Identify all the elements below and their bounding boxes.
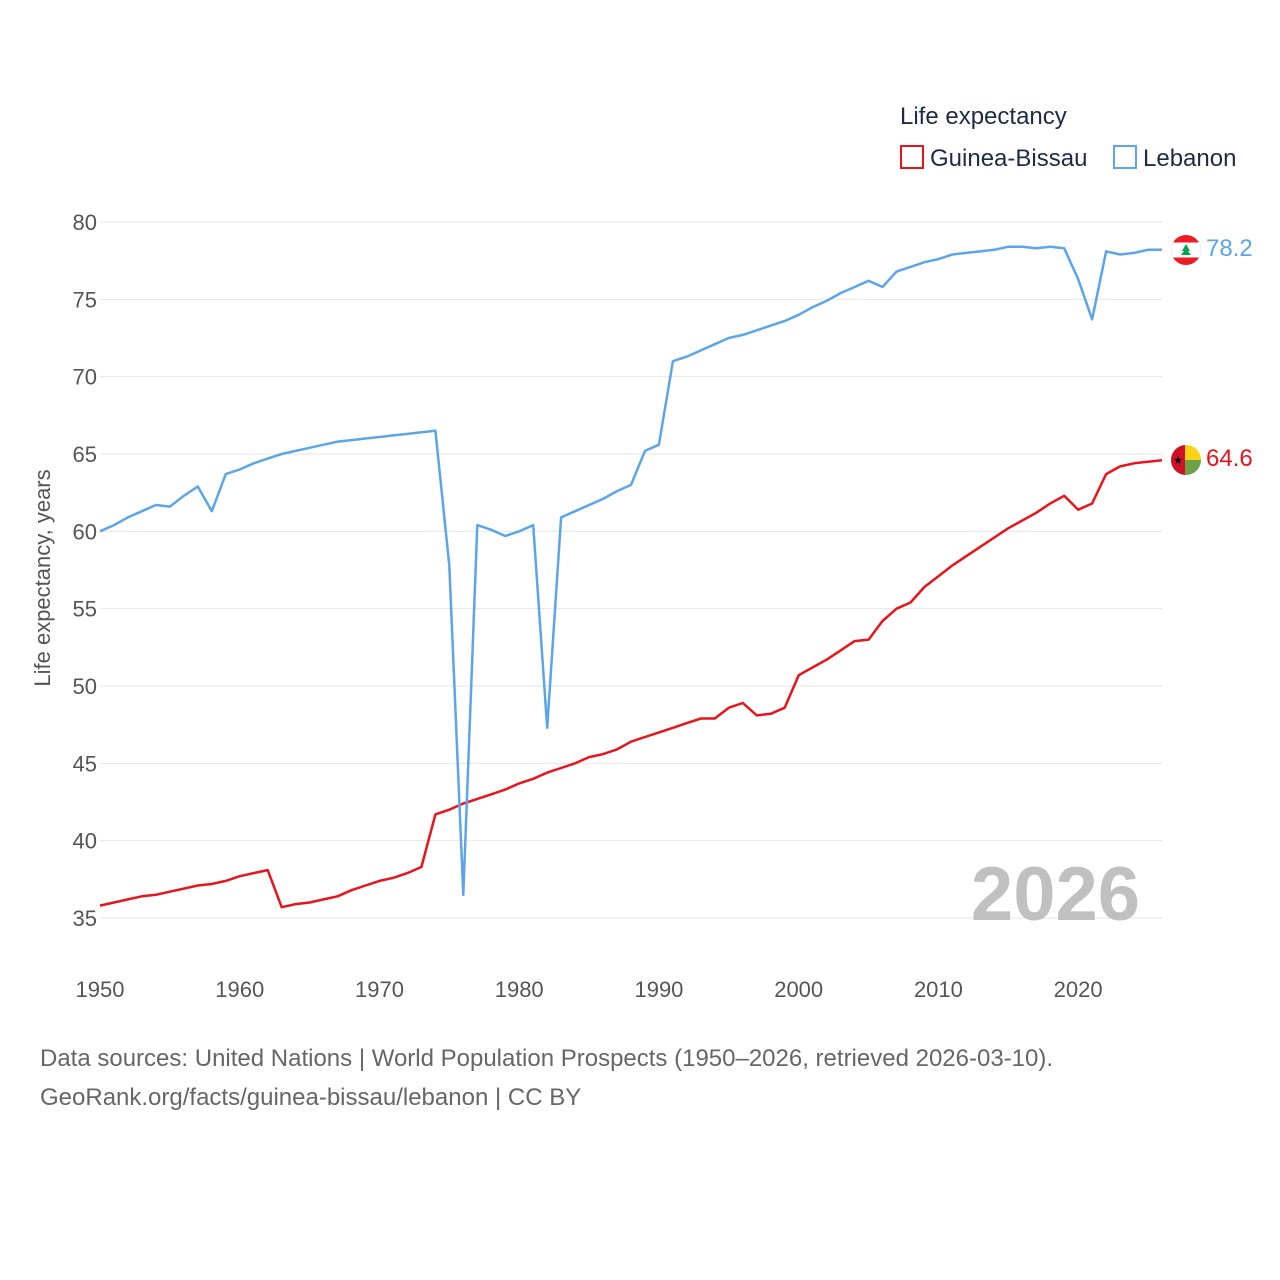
x-tick-label: 1950 xyxy=(76,977,125,1002)
x-axis-ticks: 1950 1960 1970 1980 1990 2000 2010 2020 xyxy=(76,977,1103,1002)
year-watermark: 2026 xyxy=(971,852,1140,937)
y-tick-label: 55 xyxy=(73,597,97,622)
footer-credit[interactable]: GeoRank.org/facts/guinea-bissau/lebanon … xyxy=(40,1084,582,1111)
y-tick-label: 60 xyxy=(73,519,97,544)
x-tick-label: 1960 xyxy=(215,977,264,1002)
x-tick-label: 2020 xyxy=(1054,977,1103,1002)
y-tick-label: 35 xyxy=(73,906,97,931)
guinea-bissau-flag-icon xyxy=(1171,445,1201,475)
footer-sources: Data sources: United Nations | World Pop… xyxy=(40,1045,1054,1072)
series-lines xyxy=(99,245,1163,909)
y-tick-label: 50 xyxy=(73,674,97,699)
legend-title: Life expectancy xyxy=(900,103,1067,130)
legend-label-guinea-bissau: Guinea-Bissau xyxy=(930,145,1087,172)
series-line-lebanon[interactable] xyxy=(99,245,1162,897)
legend: Life expectancy Guinea-Bissau Lebanon xyxy=(900,103,1236,172)
x-tick-label: 2010 xyxy=(914,977,963,1002)
legend-item-lebanon[interactable]: Lebanon xyxy=(1113,145,1236,172)
y-tick-label: 75 xyxy=(73,287,97,312)
end-label-lebanon: 78.2 xyxy=(1206,235,1253,262)
x-tick-label: 1980 xyxy=(495,977,544,1002)
legend-item-guinea-bissau[interactable]: Guinea-Bissau xyxy=(900,145,1087,172)
y-tick-label: 80 xyxy=(73,210,97,235)
y-tick-label: 45 xyxy=(73,751,97,776)
end-label-guinea-bissau: 64.6 xyxy=(1206,445,1253,472)
legend-swatch-lebanon xyxy=(1113,145,1137,169)
y-tick-label: 65 xyxy=(73,442,97,467)
series-line-guinea-bissau[interactable] xyxy=(99,458,1163,909)
y-tick-label: 40 xyxy=(73,829,97,854)
legend-swatch-guinea-bissau xyxy=(900,145,924,169)
y-axis-ticks: 35 40 45 50 55 60 65 70 75 80 xyxy=(73,210,97,931)
lebanon-flag-icon xyxy=(1171,235,1201,265)
y-axis-title: Life expectancy, years xyxy=(30,469,55,686)
x-tick-label: 1970 xyxy=(355,977,404,1002)
x-tick-label: 1990 xyxy=(634,977,683,1002)
x-tick-label: 2000 xyxy=(774,977,823,1002)
gridlines xyxy=(100,221,1162,919)
y-tick-label: 70 xyxy=(73,365,97,390)
legend-label-lebanon: Lebanon xyxy=(1143,145,1236,172)
